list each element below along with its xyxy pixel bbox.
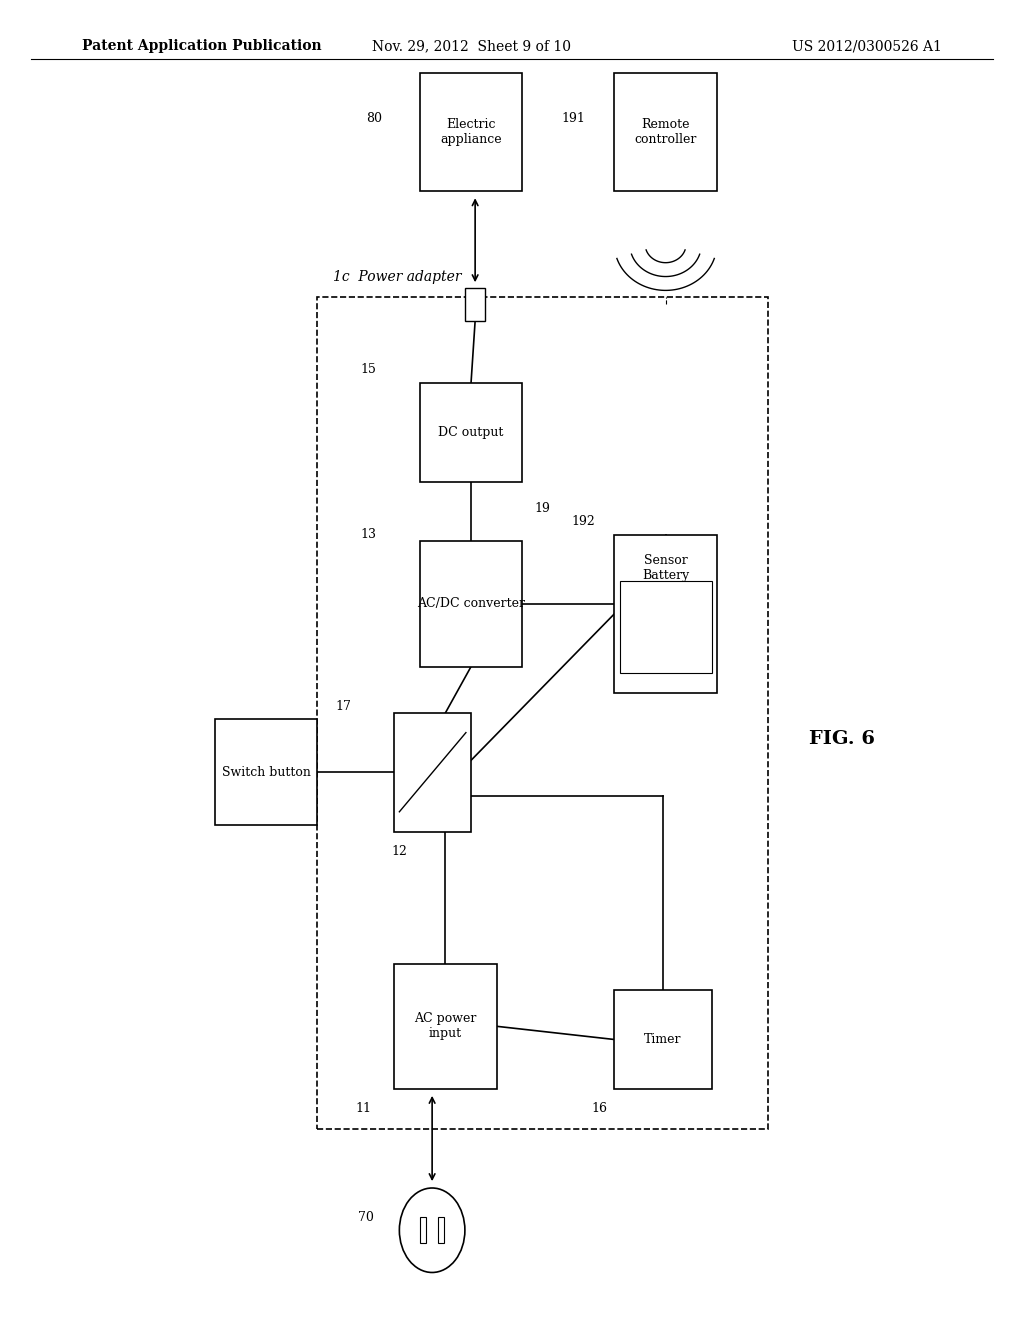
Text: 191: 191 bbox=[561, 112, 586, 125]
Text: 1c  Power adapter: 1c Power adapter bbox=[333, 269, 461, 284]
Text: 16: 16 bbox=[591, 1102, 607, 1115]
Text: 17: 17 bbox=[335, 700, 351, 713]
FancyBboxPatch shape bbox=[394, 713, 471, 832]
FancyBboxPatch shape bbox=[420, 383, 522, 482]
FancyBboxPatch shape bbox=[420, 541, 522, 667]
FancyBboxPatch shape bbox=[420, 73, 522, 191]
Text: 12: 12 bbox=[391, 845, 408, 858]
Text: DC output: DC output bbox=[438, 426, 504, 438]
FancyBboxPatch shape bbox=[215, 719, 317, 825]
Text: Sensor
Battery: Sensor Battery bbox=[642, 553, 689, 582]
Text: Timer: Timer bbox=[644, 1034, 682, 1045]
Text: Switch button: Switch button bbox=[222, 766, 310, 779]
FancyBboxPatch shape bbox=[420, 1217, 426, 1243]
Text: Patent Application Publication: Patent Application Publication bbox=[82, 40, 322, 53]
Text: US 2012/0300526 A1: US 2012/0300526 A1 bbox=[793, 40, 942, 53]
Text: 11: 11 bbox=[355, 1102, 372, 1115]
Text: Nov. 29, 2012  Sheet 9 of 10: Nov. 29, 2012 Sheet 9 of 10 bbox=[372, 40, 570, 53]
Text: 13: 13 bbox=[360, 528, 377, 541]
Text: FIG. 6: FIG. 6 bbox=[809, 730, 874, 748]
Text: 15: 15 bbox=[360, 363, 377, 376]
FancyBboxPatch shape bbox=[614, 73, 717, 191]
FancyBboxPatch shape bbox=[394, 964, 497, 1089]
Text: AC power
input: AC power input bbox=[415, 1012, 476, 1040]
FancyBboxPatch shape bbox=[438, 1217, 444, 1243]
Text: 192: 192 bbox=[571, 515, 596, 528]
FancyBboxPatch shape bbox=[465, 288, 485, 321]
Text: Electric
appliance: Electric appliance bbox=[440, 117, 502, 147]
Text: 70: 70 bbox=[357, 1210, 374, 1224]
Text: 80: 80 bbox=[366, 112, 382, 125]
Text: Remote
controller: Remote controller bbox=[635, 117, 696, 147]
FancyBboxPatch shape bbox=[614, 535, 717, 693]
FancyBboxPatch shape bbox=[620, 581, 712, 673]
FancyBboxPatch shape bbox=[614, 990, 712, 1089]
Text: AC/DC converter: AC/DC converter bbox=[417, 598, 525, 610]
Text: 19: 19 bbox=[535, 502, 551, 515]
